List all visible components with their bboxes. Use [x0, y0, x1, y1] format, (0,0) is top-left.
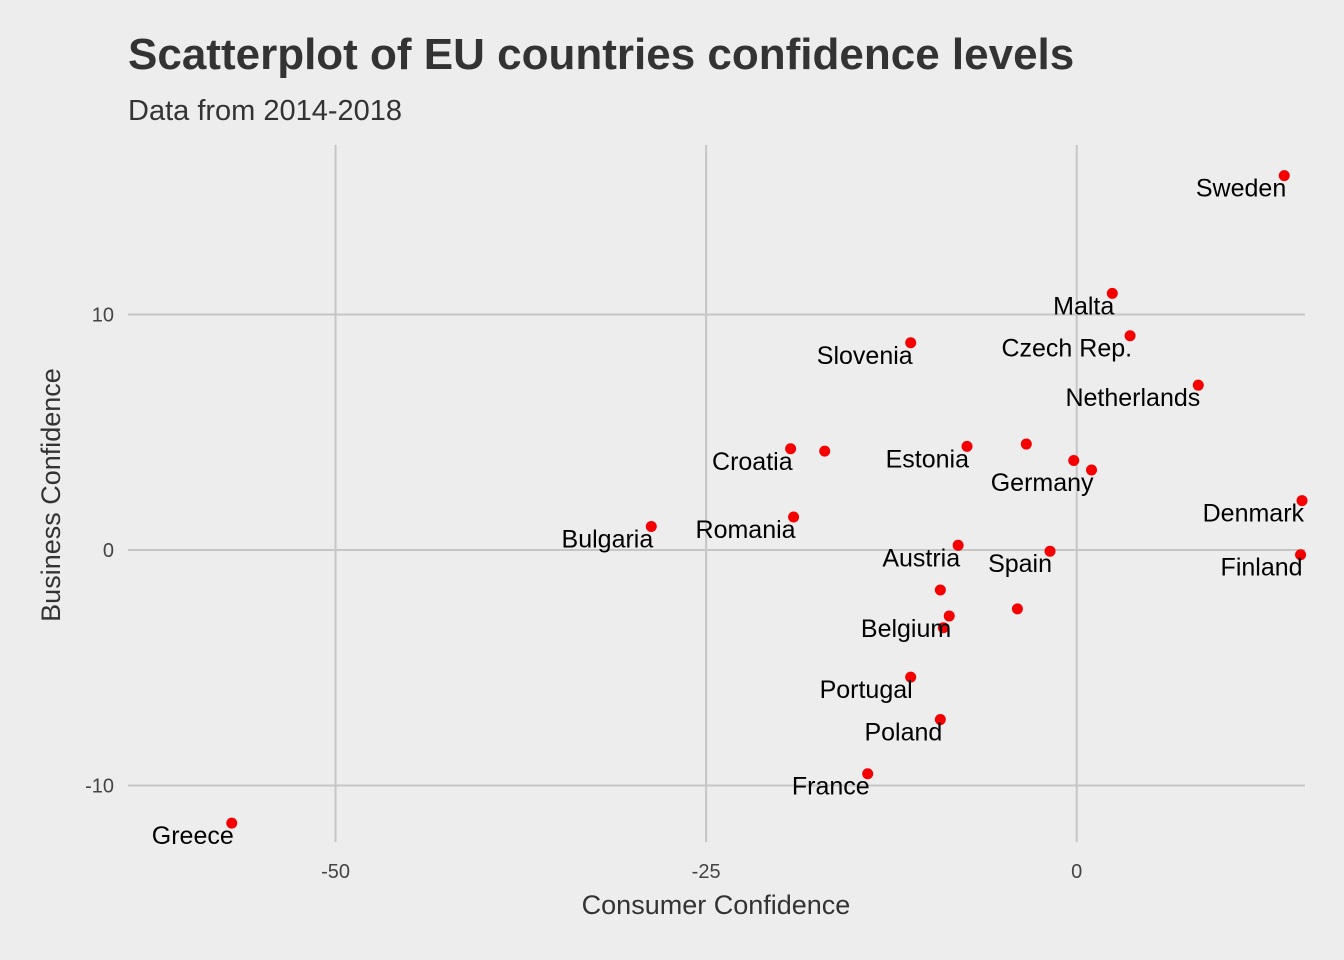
data-points — [226, 170, 1308, 829]
x-tick-label: -50 — [321, 861, 350, 883]
data-point — [226, 817, 238, 829]
data-point — [862, 768, 874, 780]
data-point — [785, 443, 797, 455]
grid-lines — [128, 145, 1305, 842]
data-point — [905, 671, 917, 683]
data-point — [1192, 379, 1204, 391]
point-label: Czech Rep. — [1001, 335, 1132, 363]
data-point — [1020, 438, 1032, 450]
data-point — [1011, 603, 1023, 615]
data-point — [1086, 464, 1098, 476]
point-label: Belgium — [861, 615, 951, 643]
point-label: Croatia — [712, 448, 793, 476]
point-label: France — [792, 773, 870, 801]
y-tick-label: -10 — [85, 775, 114, 797]
data-point — [1278, 170, 1290, 182]
data-point — [788, 511, 800, 523]
point-label: Austria — [882, 544, 960, 572]
data-point — [961, 440, 973, 452]
point-label: Netherlands — [1065, 384, 1200, 412]
x-tick-label: 0 — [1071, 861, 1082, 883]
point-label: Bulgaria — [562, 525, 654, 553]
data-point — [1296, 495, 1308, 507]
y-axis-title: Business Confidence — [36, 368, 66, 622]
x-axis-title: Consumer Confidence — [582, 890, 851, 920]
point-label: Denmark — [1203, 500, 1305, 528]
y-tick-label: 0 — [103, 540, 114, 562]
data-point — [645, 520, 657, 532]
data-point — [943, 610, 955, 622]
data-point — [934, 584, 946, 596]
data-point — [952, 539, 964, 551]
data-point — [819, 445, 831, 457]
point-label: Germany — [991, 469, 1094, 497]
point-label: Slovenia — [817, 342, 913, 370]
tick-labels: -50 -25 0 -10 0 10 — [85, 305, 1082, 883]
point-label: Sweden — [1196, 175, 1286, 203]
data-point — [905, 337, 917, 349]
data-point — [1044, 545, 1056, 557]
y-tick-label: 10 — [92, 305, 114, 327]
chart-subtitle: Data from 2014-2018 — [128, 95, 403, 127]
data-point — [1295, 549, 1307, 561]
data-point — [1106, 287, 1118, 299]
x-tick-label: -25 — [692, 861, 721, 883]
point-label: Greece — [152, 822, 234, 850]
point-label: Finland — [1221, 554, 1303, 582]
point-label: Malta — [1053, 292, 1114, 320]
point-label: Spain — [988, 550, 1052, 578]
point-labels: Sweden Malta Czech Rep. Slovenia Netherlands… — [152, 175, 1305, 851]
point-label: Romania — [696, 516, 796, 544]
data-point — [1124, 330, 1136, 342]
data-point — [937, 622, 949, 634]
data-point — [1068, 455, 1080, 467]
data-point — [934, 714, 946, 726]
point-label: Poland — [864, 719, 942, 747]
point-label: Portugal — [820, 676, 913, 704]
point-label: Estonia — [886, 445, 969, 473]
chart-title: Scatterplot of EU countries confidence l… — [128, 30, 1075, 79]
